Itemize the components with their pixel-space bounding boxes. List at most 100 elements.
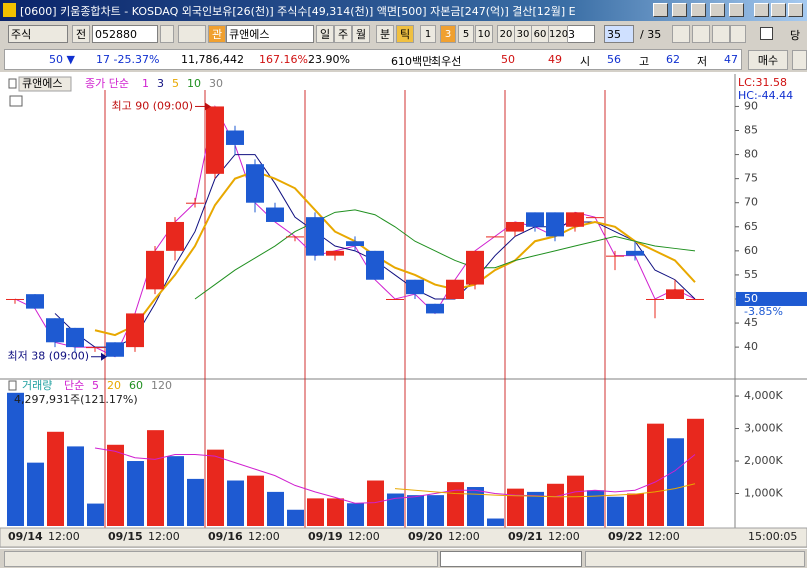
title-bar: [0600] 키움종합차트 - KOSDAQ 외국인보유[26(천)] 주식수[… (0, 0, 807, 21)
fav-button[interactable]: 관 (208, 25, 226, 43)
window-button[interactable] (672, 3, 687, 17)
period-button[interactable]: 분 (376, 25, 394, 43)
legend-entry: 1 (142, 77, 149, 90)
candle-body (386, 298, 404, 300)
high-annotation: 최고 90 (09:00) (111, 99, 193, 112)
candle-body (346, 241, 364, 247)
code-input[interactable]: 052880 (92, 25, 158, 43)
info-field: 시 (580, 55, 591, 68)
app-icon (3, 3, 16, 17)
last-price-label: 50 (744, 292, 758, 305)
y-tick-label: 65 (744, 220, 758, 233)
tool-button[interactable] (692, 25, 710, 43)
all-button[interactable]: 전 (72, 25, 90, 43)
candle-body (566, 212, 584, 227)
legend-entry: 20 (107, 379, 121, 392)
candle-body (406, 279, 424, 295)
window-title: [0600] 키움종합차트 - KOSDAQ 외국인보유[26(천)] 주식수[… (20, 5, 576, 18)
x-tick-label: 09/14 (8, 530, 43, 543)
volume-bar (447, 482, 464, 526)
x-tick-label: 09/20 (408, 530, 443, 543)
minute-button[interactable]: 30 (514, 25, 532, 43)
low-annotation: 최저 38 (09:00) (7, 350, 89, 363)
chart-name: 큐앤에스 (22, 77, 62, 90)
volume-current: 4,297,931주(121.17%) (14, 393, 138, 406)
legend-icon (8, 380, 17, 391)
x-tick-label: 12:00 (248, 530, 280, 543)
candle-body (166, 221, 184, 251)
market-select[interactable]: 주식 (8, 25, 68, 43)
window-button[interactable] (729, 3, 744, 17)
tool-button[interactable] (730, 25, 746, 43)
volume-bar (387, 493, 404, 526)
candle-body (26, 294, 44, 309)
info-field: 610백만 (391, 55, 433, 68)
window-button[interactable] (653, 3, 668, 17)
legend-entry: 10 (187, 77, 201, 90)
tool-button[interactable] (712, 25, 730, 43)
y-tick-label: 1,000K (744, 487, 783, 500)
period-button[interactable]: 월 (352, 25, 370, 43)
info-field: 50 ▼ (49, 53, 75, 66)
volume-bar (107, 444, 124, 526)
y-tick-label: 70 (744, 196, 758, 209)
window-button[interactable] (691, 3, 706, 17)
search-button[interactable] (160, 25, 174, 43)
minute-button[interactable]: 120 (548, 25, 568, 43)
candle-body (366, 250, 384, 280)
minimize-button[interactable] (754, 3, 769, 17)
scroll-track[interactable] (4, 551, 438, 567)
info-field: 167.16% (259, 53, 308, 66)
minute-button[interactable]: 60 (531, 25, 549, 43)
candle-body (106, 342, 124, 357)
period-button[interactable]: 주 (334, 25, 352, 43)
candle-body (226, 130, 244, 145)
unit-input[interactable]: 3 (565, 25, 595, 43)
ma-line (194, 209, 696, 300)
volume-bar (187, 478, 204, 526)
sound-button[interactable] (178, 25, 206, 43)
x-tick-label: 12:00 (448, 530, 480, 543)
minute-button[interactable]: 5 (458, 25, 474, 43)
period-button[interactable]: 틱 (396, 25, 414, 43)
minute-button[interactable]: 20 (497, 25, 515, 43)
volume-bar (567, 475, 584, 526)
legend-entry: 5 (172, 77, 179, 90)
scroll-controls[interactable] (440, 551, 582, 567)
legend-entry: 3 (157, 77, 164, 90)
candle-body (306, 217, 324, 256)
volume-bar (127, 461, 144, 526)
last-price-box (736, 291, 807, 306)
checkbox[interactable] (760, 27, 773, 40)
hc-label: HC:-44.44 (738, 89, 793, 102)
candle-body (86, 347, 104, 349)
window-button[interactable] (710, 3, 725, 17)
period-button[interactable]: 일 (316, 25, 334, 43)
candle-body (426, 303, 444, 314)
minute-button[interactable]: 10 (475, 25, 493, 43)
volume-bar (227, 480, 244, 526)
tool-button[interactable] (672, 25, 690, 43)
volume-bar (607, 496, 624, 526)
candle-body (6, 298, 24, 300)
candle-body (546, 212, 564, 237)
candle-body (526, 212, 544, 227)
legend-entry: 60 (129, 379, 143, 392)
y-tick-label: 4,000K (744, 389, 783, 402)
minute-button[interactable]: 1 (420, 25, 436, 43)
buy-button[interactable]: 매수 (748, 50, 788, 70)
y-tick-label: 75 (744, 172, 758, 185)
maximize-button[interactable] (771, 3, 786, 17)
side-button[interactable] (792, 50, 807, 70)
close-button[interactable] (788, 3, 803, 17)
volume-bar (47, 431, 64, 526)
zoom-controls[interactable] (585, 551, 805, 567)
count-input[interactable]: 35 (604, 25, 634, 43)
volume-bar (527, 491, 544, 526)
minute-button[interactable]: 3 (440, 25, 456, 43)
name-input[interactable]: 큐앤에스 (226, 25, 314, 43)
volume-bar (27, 462, 44, 526)
candle-body (606, 255, 624, 257)
y-tick-label: 3,000K (744, 422, 783, 435)
